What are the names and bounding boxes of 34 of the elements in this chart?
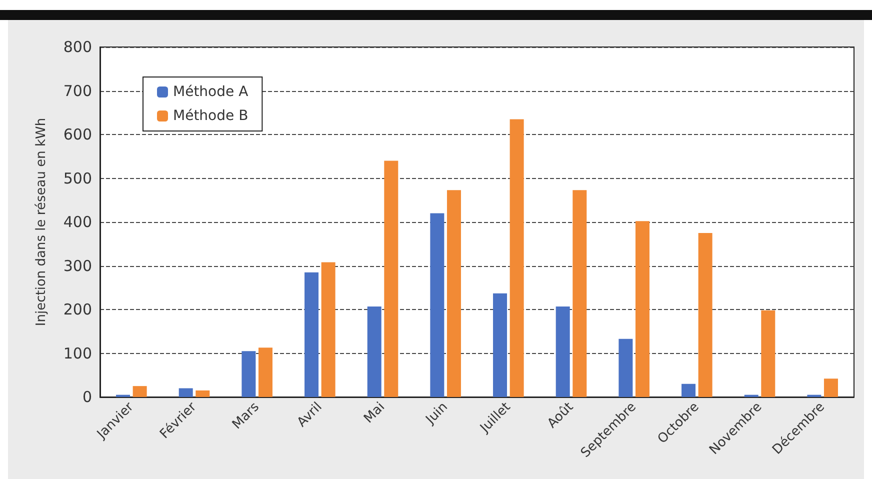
y-tick-label: 800 xyxy=(63,38,92,56)
bar xyxy=(242,351,256,397)
y-axis-title: Injection dans le réseau en kWh xyxy=(34,118,49,326)
y-tick-label: 500 xyxy=(63,169,92,188)
legend-label: Méthode B xyxy=(173,108,248,124)
bar xyxy=(618,338,633,397)
bar xyxy=(384,160,398,397)
bar xyxy=(304,272,319,397)
bar xyxy=(556,306,570,397)
bar xyxy=(824,378,838,397)
y-tick-label: 200 xyxy=(63,300,92,318)
bar xyxy=(510,119,524,397)
y-tick-label: 300 xyxy=(63,256,92,275)
legend-label: Méthode A xyxy=(173,84,249,100)
y-tick-label: 0 xyxy=(82,388,92,406)
bar xyxy=(493,293,508,397)
bar xyxy=(132,386,147,397)
y-tick-label: 600 xyxy=(63,126,92,144)
bar xyxy=(635,221,650,397)
x-tick-label: Mai xyxy=(361,400,388,426)
bar xyxy=(572,190,587,397)
bar xyxy=(178,388,193,397)
bar xyxy=(258,348,272,397)
bar xyxy=(196,390,210,397)
bar xyxy=(446,190,461,397)
bar xyxy=(430,213,444,397)
bar xyxy=(321,262,336,397)
y-tick-label: 700 xyxy=(63,82,92,100)
bar xyxy=(698,232,712,397)
y-tick-label: 400 xyxy=(63,213,92,231)
bar xyxy=(761,310,776,397)
bar xyxy=(367,306,382,397)
bar xyxy=(682,384,696,397)
y-tick-label: 100 xyxy=(63,344,92,362)
